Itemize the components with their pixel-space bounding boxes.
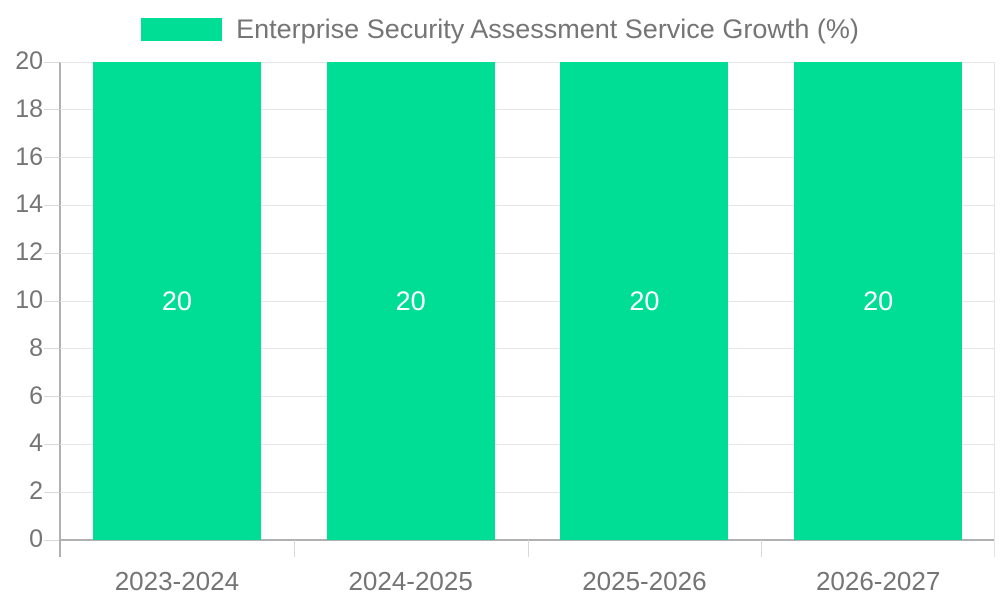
y-tick-mark: [44, 300, 59, 302]
legend[interactable]: Enterprise Security Assessment Service G…: [0, 14, 1000, 45]
gridline: [60, 396, 995, 398]
y-axis-tick-label: 12: [15, 238, 43, 267]
y-axis-tick-label: 20: [15, 46, 43, 75]
bar[interactable]: 20: [326, 62, 495, 540]
y-tick-mark: [44, 61, 59, 63]
x-axis-tick-label: 2023-2024: [114, 566, 240, 596]
bar-value-label: 20: [629, 285, 660, 316]
y-tick-mark: [44, 396, 59, 398]
y-axis-tick-label: 4: [29, 429, 43, 458]
y-tick-mark: [44, 109, 59, 111]
bar-value-label: 20: [395, 285, 426, 316]
x-axis-tick-label: 2026-2027: [815, 566, 941, 596]
bar[interactable]: 20: [92, 62, 261, 540]
gridline: [60, 348, 995, 350]
gridline: [60, 300, 995, 302]
gridline: [60, 443, 995, 445]
y-tick-mark: [44, 204, 59, 206]
bar[interactable]: 20: [794, 62, 963, 540]
y-tick-mark: [44, 443, 59, 445]
plot-right-border: [994, 62, 995, 557]
x-axis-tick-label: 2024-2025: [348, 566, 473, 596]
y-tick-mark: [44, 252, 59, 254]
y-axis-tick-label: 8: [29, 333, 43, 362]
y-tick-mark: [44, 157, 59, 159]
bar-value-label: 20: [161, 285, 192, 316]
legend-swatch: [141, 18, 223, 42]
bar-value-label: 20: [863, 285, 894, 316]
gridline: [60, 491, 995, 493]
x-tick-mark: [761, 540, 763, 557]
x-tick-mark: [527, 540, 529, 557]
legend-label: Enterprise Security Assessment Service G…: [236, 14, 859, 44]
gridline: [60, 157, 995, 159]
y-axis-tick-label: 2: [29, 477, 43, 506]
gridline: [60, 61, 995, 63]
y-axis-line: [59, 62, 61, 557]
y-tick-mark: [44, 348, 59, 350]
gridline: [60, 109, 995, 111]
y-axis-tick-label: 0: [29, 524, 43, 553]
y-axis-tick-label: 14: [15, 190, 43, 219]
bar[interactable]: 20: [560, 62, 729, 540]
gridline: [60, 252, 995, 254]
y-tick-mark: [44, 539, 59, 541]
y-axis-tick-label: 6: [29, 381, 43, 410]
x-axis-tick-label: 2025-2026: [582, 566, 707, 596]
y-axis-tick-label: 16: [15, 142, 43, 171]
gridline: [60, 204, 995, 206]
x-tick-mark: [293, 540, 295, 557]
y-axis-tick-label: 10: [15, 285, 43, 314]
y-axis-tick-label: 18: [15, 94, 43, 123]
plot-area: 0 2 4 6 8 10 12 14 16 18 20 20 2023-2024 20 2024-2025 2…: [15, 47, 995, 596]
y-tick-mark: [44, 491, 59, 493]
